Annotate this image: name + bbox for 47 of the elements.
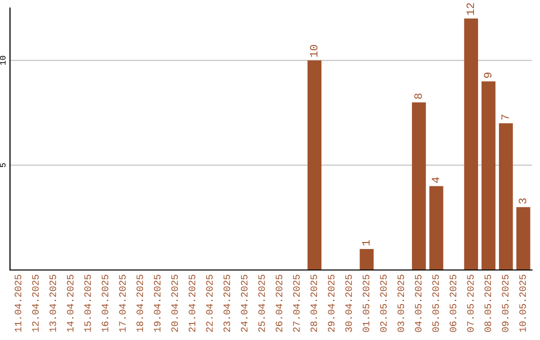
x-tick-label: 16.04.2025 (102, 274, 108, 332)
x-tick-label: 01.05.2025 (362, 274, 370, 332)
x-tick-label: 19.04.2025 (154, 274, 161, 332)
x-tick-label: 18.04.2025 (136, 274, 144, 332)
x-tick-label: 24.04.2025 (240, 274, 248, 332)
x-tick-label: 04.05.2025 (414, 274, 422, 332)
x-tick-label: 29.04.2025 (328, 274, 335, 332)
x-tick-label: 22.04.2025 (206, 274, 213, 332)
x-tick-label: 17.04.2025 (119, 274, 126, 332)
bar (464, 18, 478, 270)
x-tick-label: 15.04.2025 (84, 274, 91, 332)
data-label: 10 (310, 44, 318, 57)
data-label: 12 (466, 3, 474, 15)
x-tick-label: 30.04.2025 (345, 274, 352, 332)
data-label: 3 (518, 198, 526, 204)
x-tick-label: 10.05.2025 (519, 274, 526, 332)
x-tick-label: 20.04.2025 (171, 274, 178, 332)
x-tick-label: 06.05.2025 (450, 274, 456, 332)
data-label: 7 (501, 114, 509, 120)
bar (360, 249, 374, 270)
x-tick-label: 08.05.2025 (484, 274, 492, 332)
x-tick-label: 13.04.2025 (50, 274, 56, 332)
x-tick-label: 03.05.2025 (398, 274, 404, 332)
bar (482, 81, 496, 270)
bar (412, 102, 426, 270)
x-tick-label: 26.04.2025 (276, 274, 282, 332)
x-tick-label: 27.04.2025 (293, 274, 300, 332)
x-tick-label: 25.04.2025 (258, 274, 265, 332)
data-label: 4 (432, 177, 440, 183)
bar (308, 60, 322, 270)
bar (516, 207, 530, 270)
x-tick-label: 21.04.2025 (188, 274, 196, 332)
x-tick-label: 11.04.2025 (14, 274, 22, 332)
data-label: 8 (414, 94, 422, 99)
x-tick-label: 05.05.2025 (432, 274, 439, 332)
data-label: 1 (362, 240, 370, 246)
bar (498, 123, 513, 270)
bar (429, 186, 444, 270)
x-tick-label: 14.04.2025 (66, 274, 74, 332)
data-label: 9 (484, 72, 492, 78)
x-tick-label: 07.05.2025 (467, 274, 474, 332)
x-tick-label: 09.05.2025 (502, 274, 509, 332)
x-tick-label: 02.05.2025 (380, 274, 387, 332)
x-tick-label: 12.04.2025 (32, 274, 39, 332)
x-tick-label: 23.04.2025 (224, 274, 230, 332)
x-tick-label: 28.04.2025 (310, 274, 318, 332)
y-tick-label: 5 (0, 163, 6, 168)
